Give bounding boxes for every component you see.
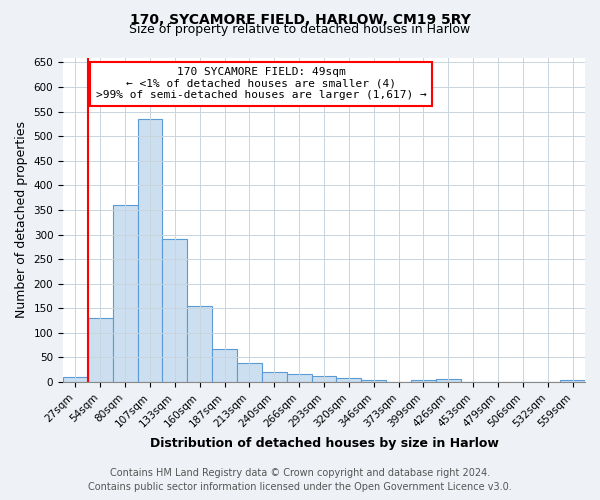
Bar [187, 306, 212, 382]
Bar [137, 119, 163, 382]
Bar [311, 376, 337, 382]
Text: 170, SYCAMORE FIELD, HARLOW, CM19 5RY: 170, SYCAMORE FIELD, HARLOW, CM19 5RY [130, 12, 470, 26]
X-axis label: Distribution of detached houses by size in Harlow: Distribution of detached houses by size … [149, 437, 499, 450]
Bar [88, 318, 113, 382]
Bar [237, 364, 262, 382]
Text: 170 SYCAMORE FIELD: 49sqm
← <1% of detached houses are smaller (4)
>99% of semi-: 170 SYCAMORE FIELD: 49sqm ← <1% of detac… [96, 67, 427, 100]
Bar [113, 205, 137, 382]
Bar [212, 348, 237, 382]
Text: Size of property relative to detached houses in Harlow: Size of property relative to detached ho… [130, 24, 470, 36]
Bar [163, 240, 187, 382]
Text: Contains HM Land Registry data © Crown copyright and database right 2024.
Contai: Contains HM Land Registry data © Crown c… [88, 468, 512, 492]
Bar [63, 377, 88, 382]
Bar [262, 372, 287, 382]
Bar [337, 378, 361, 382]
Bar [411, 380, 436, 382]
Bar [361, 380, 386, 382]
Bar [287, 374, 311, 382]
Bar [436, 379, 461, 382]
Y-axis label: Number of detached properties: Number of detached properties [15, 122, 28, 318]
Bar [560, 380, 585, 382]
